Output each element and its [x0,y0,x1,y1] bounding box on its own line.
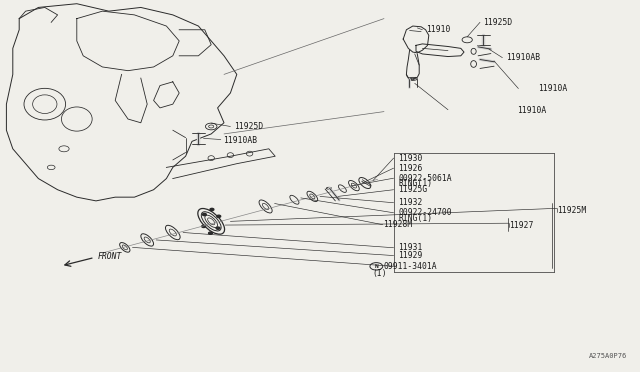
Circle shape [209,232,212,234]
Text: (I): (I) [372,269,387,278]
Text: 11927: 11927 [509,221,533,230]
Text: 11910AB: 11910AB [506,53,540,62]
Text: 11925M: 11925M [557,206,586,215]
Text: 11930: 11930 [398,154,422,163]
Text: 11910A: 11910A [517,106,547,115]
Text: RING(1): RING(1) [398,214,432,223]
Text: 11925D: 11925D [234,122,263,131]
Text: RING(1): RING(1) [398,179,432,188]
Text: 11931: 11931 [398,243,422,252]
Text: 11910: 11910 [426,25,450,34]
Text: 11910AB: 11910AB [223,136,257,145]
Circle shape [216,227,220,229]
Text: 11925G: 11925G [398,185,428,194]
Text: A275A0P76: A275A0P76 [589,353,627,359]
Text: N: N [374,264,378,269]
Circle shape [202,214,206,216]
Text: 11932: 11932 [398,198,422,207]
Text: 11925D: 11925D [483,18,513,27]
Text: FRONT: FRONT [97,252,122,261]
Circle shape [210,208,214,211]
Text: 11928M: 11928M [383,220,412,229]
Circle shape [217,215,221,217]
Text: 11910A: 11910A [538,84,567,93]
Text: 00922-24700: 00922-24700 [398,208,452,217]
Text: 11929: 11929 [398,251,422,260]
Text: 11926: 11926 [398,164,422,173]
Text: 00922-5061A: 00922-5061A [398,174,452,183]
Text: 09911-3401A: 09911-3401A [384,262,438,271]
Circle shape [202,225,205,228]
